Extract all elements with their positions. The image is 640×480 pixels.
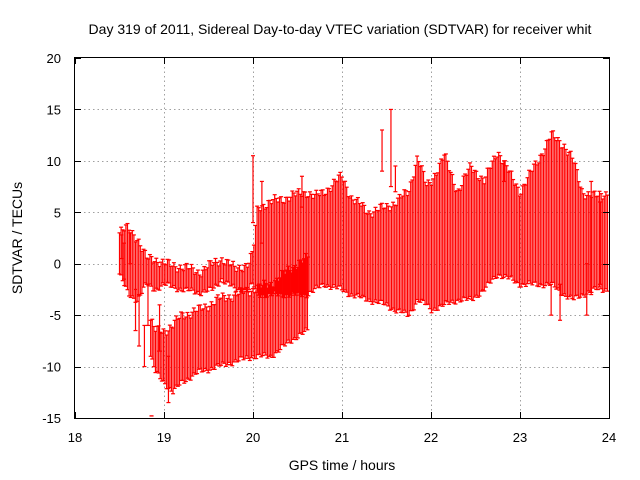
x-tick-label: 21 bbox=[335, 430, 349, 445]
x-tick-label: 19 bbox=[157, 430, 171, 445]
series-upper-band bbox=[117, 130, 610, 317]
y-tick-label: -15 bbox=[42, 411, 61, 426]
data-series bbox=[117, 108, 610, 417]
axis-ticks bbox=[75, 58, 610, 419]
plot-frame bbox=[74, 57, 610, 419]
tick-labels: 18 19 20 21 22 23 24 -15 -10 -5 0 5 10 15 20 bbox=[42, 51, 616, 445]
series-lower-band bbox=[148, 252, 310, 395]
y-tick-label: 10 bbox=[47, 154, 61, 169]
y-tick-label: 5 bbox=[54, 205, 61, 220]
x-tick-label: 23 bbox=[513, 430, 527, 445]
x-tick-label: 20 bbox=[246, 430, 260, 445]
y-axis-label: SDTVAR / TECUs bbox=[9, 182, 25, 294]
x-tick-label: 24 bbox=[602, 430, 616, 445]
y-tick-label: -5 bbox=[49, 308, 61, 323]
series-scattered-outliers bbox=[119, 108, 603, 417]
chart-title: Day 319 of 2011, Sidereal Day-to-day VTE… bbox=[89, 21, 592, 37]
y-tick-label: 15 bbox=[47, 102, 61, 117]
x-axis-label: GPS time / hours bbox=[289, 457, 396, 473]
y-tick-label: 0 bbox=[54, 257, 61, 272]
x-tick-label: 18 bbox=[68, 430, 82, 445]
y-tick-label: 20 bbox=[47, 51, 61, 66]
x-tick-label: 22 bbox=[424, 430, 438, 445]
y-tick-label: -10 bbox=[42, 360, 61, 375]
